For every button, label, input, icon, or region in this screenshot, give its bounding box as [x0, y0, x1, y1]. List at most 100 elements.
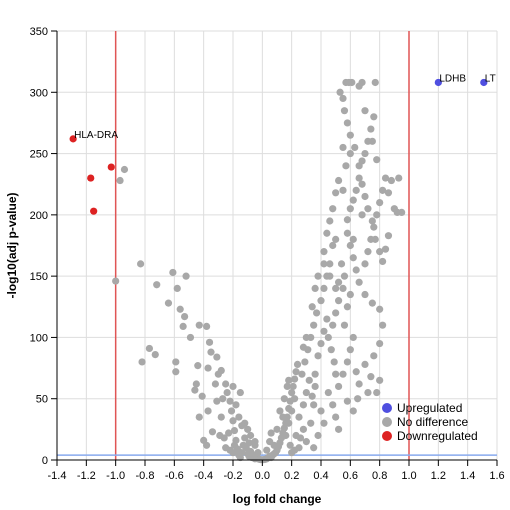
data-point: [381, 174, 390, 182]
data-point: [370, 223, 378, 231]
point-annotation: LT: [485, 73, 496, 84]
data-point: [379, 321, 387, 329]
data-point: [367, 125, 375, 133]
data-point: [302, 333, 310, 342]
data-point: [339, 143, 347, 152]
data-point: [229, 449, 237, 457]
data-point: [376, 376, 384, 384]
data-point: [310, 401, 318, 409]
data-point: [285, 376, 293, 384]
data-point: [317, 339, 325, 348]
data-point: [204, 407, 212, 415]
data-point: [343, 397, 351, 405]
data-point: [368, 217, 376, 225]
data-point: [254, 449, 262, 457]
data-point: [326, 272, 334, 280]
data-point: [364, 388, 372, 397]
data-point: [107, 163, 115, 171]
data-point: [332, 309, 340, 317]
data-point: [358, 157, 366, 165]
data-point: [332, 189, 340, 197]
data-point: [346, 346, 354, 354]
x-tick-label: 0.2: [284, 470, 299, 482]
x-tick-label: 1.6: [489, 470, 504, 482]
data-point: [384, 189, 393, 197]
grid: [56, 30, 498, 461]
data-point: [273, 425, 281, 433]
data-point: [339, 94, 347, 103]
data-point: [361, 149, 369, 158]
data-point: [307, 419, 315, 427]
data-point: [229, 382, 237, 391]
point-annotations: HLA-DRA LDHB LT: [74, 73, 496, 140]
data-point: [434, 78, 442, 87]
legend-label: No difference: [397, 415, 468, 429]
data-point: [172, 358, 180, 366]
data-point: [219, 395, 227, 403]
data-point: [361, 260, 369, 268]
data-point: [310, 444, 318, 452]
data-point: [361, 192, 369, 201]
data-point: [332, 413, 340, 421]
data-point: [285, 419, 293, 427]
data-point: [379, 186, 387, 194]
data-point: [207, 348, 215, 356]
x-tick-label: 1.0: [401, 470, 416, 482]
data-point: [302, 438, 310, 446]
data-point: [329, 241, 337, 250]
data-point: [235, 413, 243, 421]
data-point: [181, 312, 189, 321]
data-point: [323, 315, 331, 323]
data-point: [213, 397, 221, 405]
data-point: [251, 438, 259, 446]
data-point: [337, 260, 346, 268]
data-point: [358, 180, 366, 188]
data-point: [335, 382, 343, 391]
data-point: [176, 305, 184, 313]
data-point: [112, 277, 120, 285]
data-point: [352, 186, 360, 194]
y-axis-title: -log10(adj p-value): [5, 192, 19, 298]
data-point: [376, 199, 384, 207]
data-points: [69, 78, 488, 464]
data-point: [370, 113, 378, 121]
data-point: [320, 284, 328, 292]
data-point: [371, 78, 379, 87]
data-point: [340, 107, 349, 115]
data-point: [298, 370, 306, 378]
data-point: [120, 165, 129, 174]
data-point: [116, 176, 124, 185]
data-point: [153, 281, 161, 289]
x-axis-title: log fold change: [233, 492, 322, 506]
data-point: [329, 401, 337, 409]
data-point: [236, 388, 244, 397]
data-point: [314, 352, 322, 360]
data-point: [214, 370, 222, 378]
data-point: [205, 338, 214, 346]
data-point: [376, 339, 384, 348]
data-point: [364, 248, 372, 256]
data-point: [367, 373, 375, 381]
data-point: [232, 401, 240, 409]
data-point: [324, 388, 332, 397]
data-point: [87, 174, 95, 182]
data-point: [379, 257, 387, 266]
data-point: [373, 156, 381, 164]
data-point: [349, 254, 357, 262]
data-point: [226, 397, 234, 405]
data-point: [311, 370, 319, 378]
legend-marker: [382, 417, 392, 427]
data-point: [317, 297, 325, 305]
data-point: [283, 382, 291, 391]
data-point: [204, 364, 212, 372]
data-point: [323, 229, 331, 237]
data-point: [358, 211, 366, 219]
data-point: [276, 407, 284, 415]
data-point: [90, 207, 98, 215]
data-point: [384, 232, 393, 240]
data-point: [376, 305, 384, 313]
data-point: [220, 434, 228, 442]
data-point: [229, 417, 237, 425]
data-point: [393, 208, 401, 217]
